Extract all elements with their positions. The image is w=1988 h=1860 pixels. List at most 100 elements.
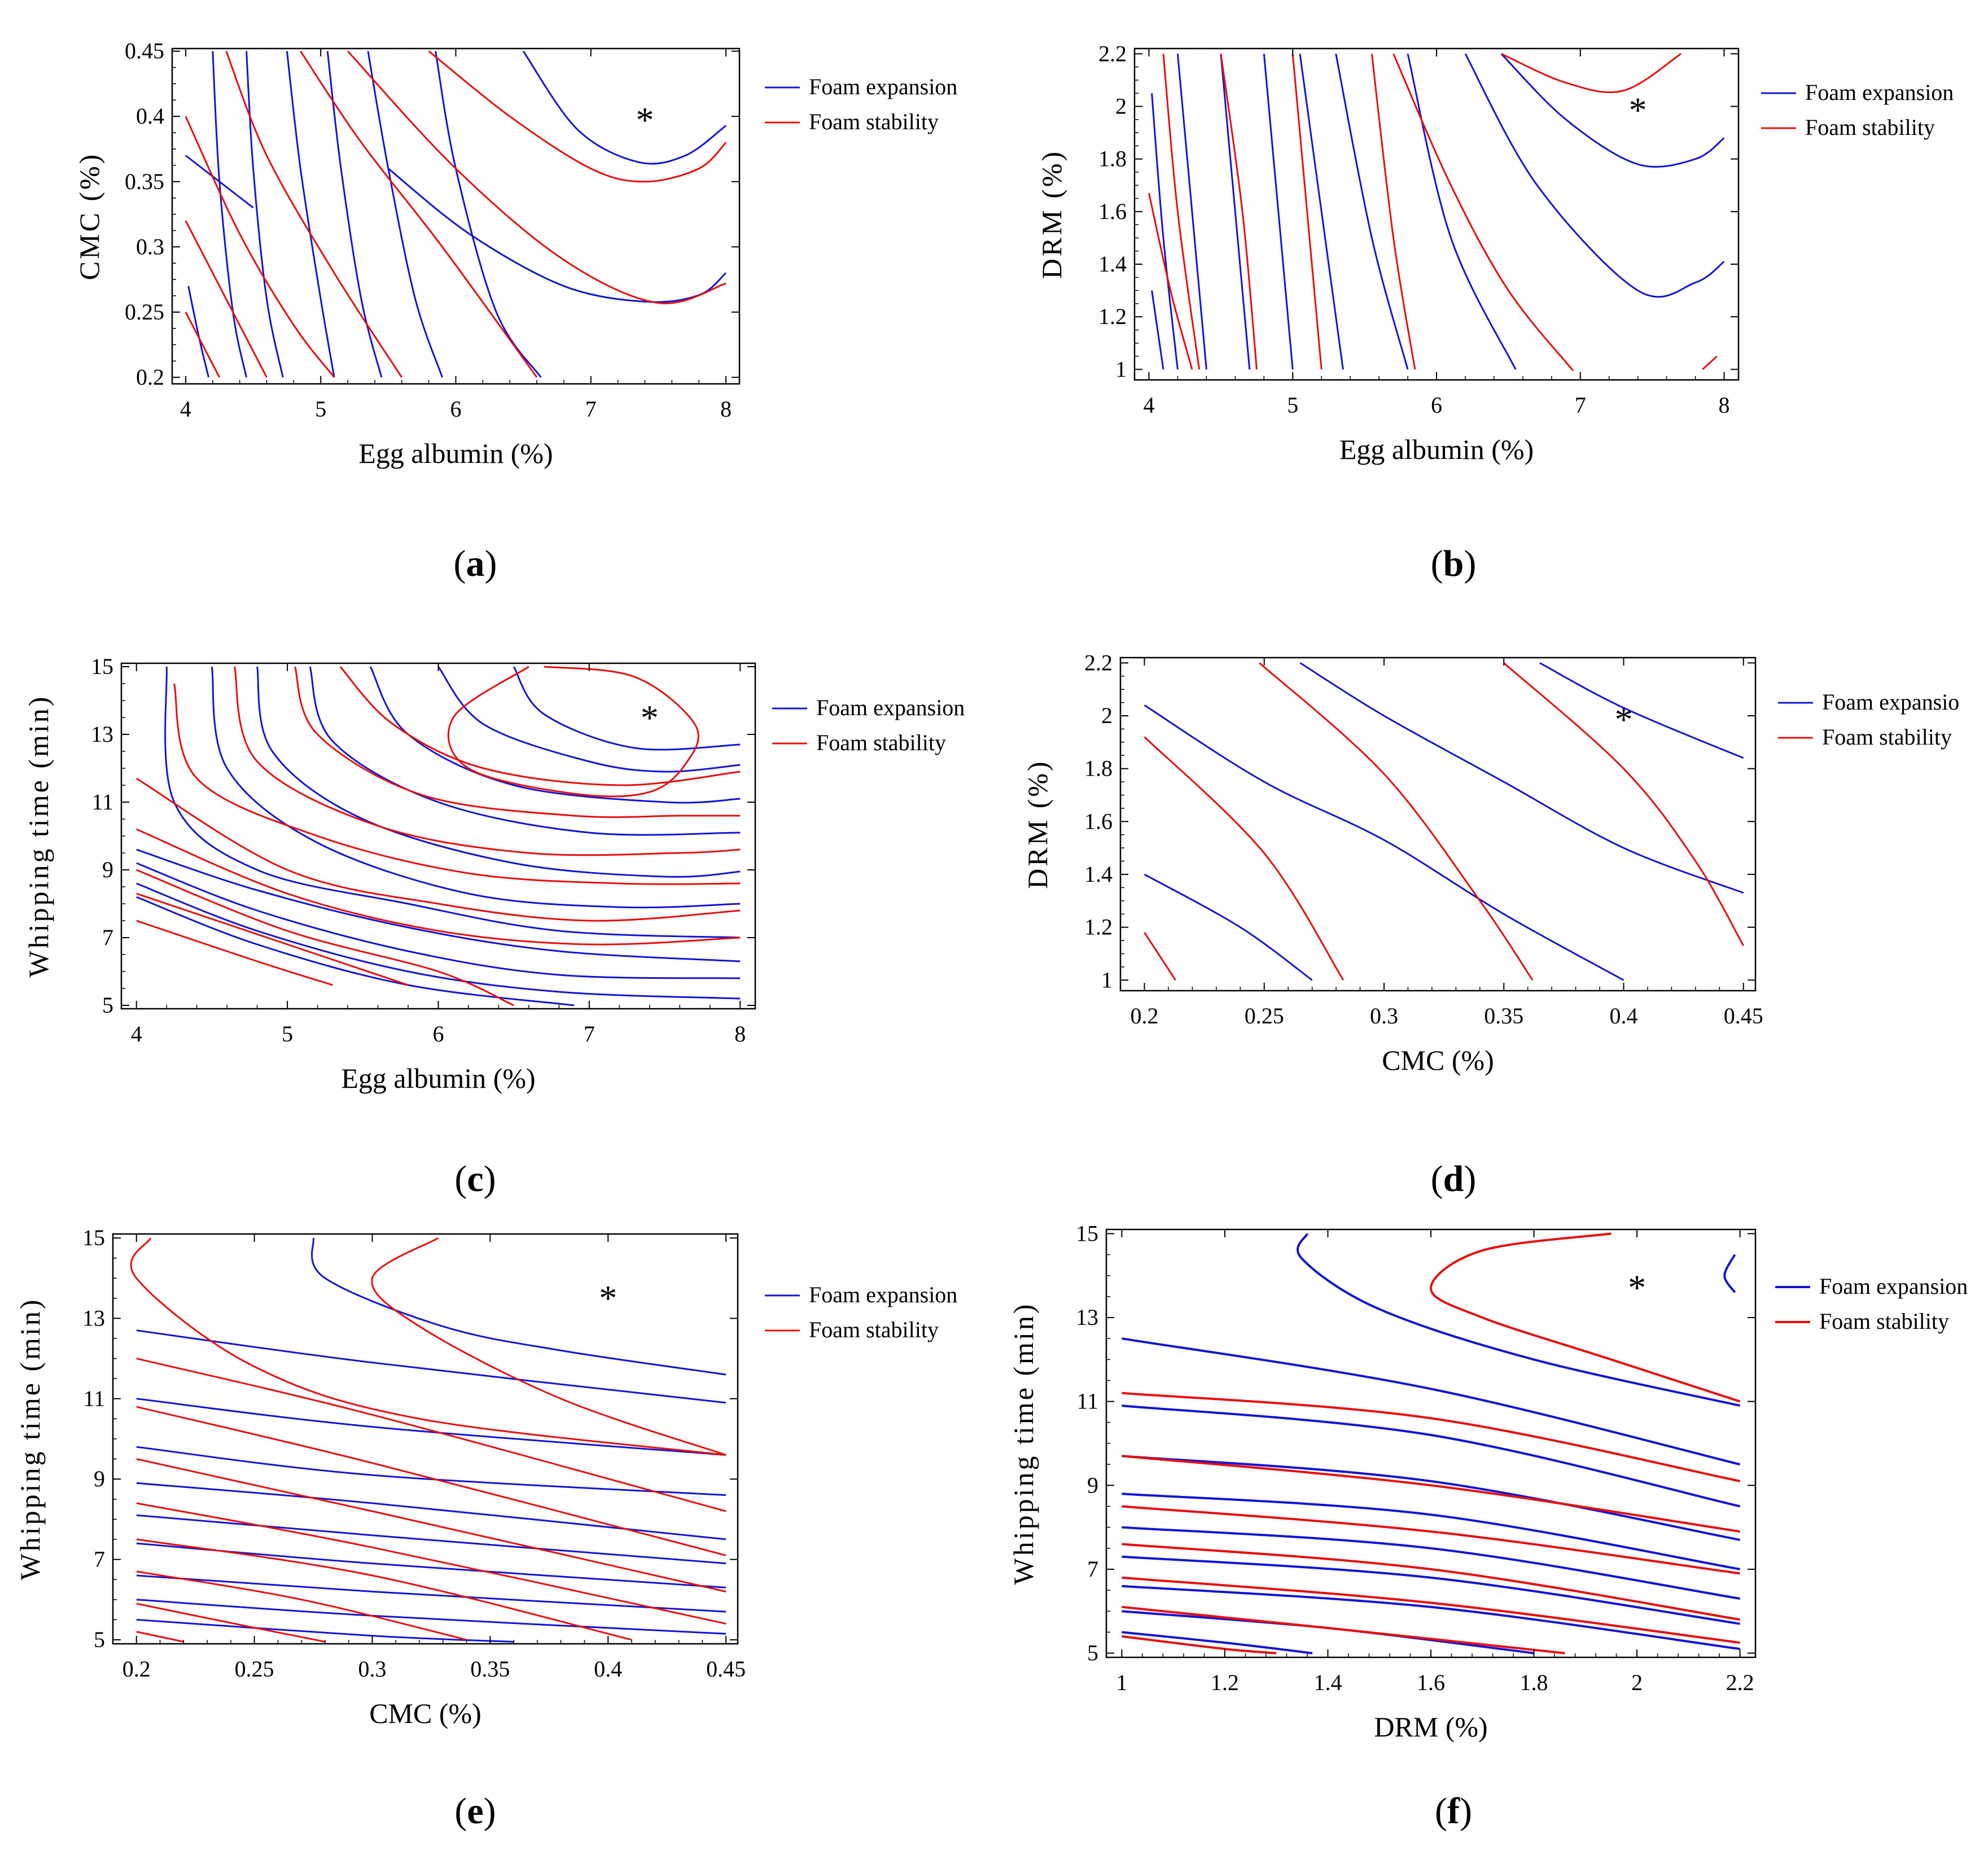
panel-d-y-tick-label: 2.2 bbox=[1084, 650, 1113, 675]
chart-panel-b: 4 5 6 7 8 1 1.2 1.4 1.6 1.8 2 2.2 Egg albumin (%) DRM… bbox=[1036, 41, 1954, 465]
panel-d-x-tick-label: 0.2 bbox=[1130, 1003, 1158, 1029]
panel-d-series-foam-stability bbox=[1144, 662, 1745, 981]
panel-f-contour-line bbox=[1122, 1610, 1534, 1655]
panel-d-y-tick-label: 1.4 bbox=[1084, 861, 1113, 887]
panel-f-y-axis-label: Whipping time (min) bbox=[1008, 1302, 1039, 1585]
panel-c-x-tick-label: 4 bbox=[131, 1021, 142, 1047]
panel-a-contour-line bbox=[347, 50, 726, 305]
panel-d-x-tick-label: 0.3 bbox=[1370, 1003, 1398, 1029]
panel-e-contour-line bbox=[136, 1603, 326, 1643]
panel-b-series-foam-expansion bbox=[1151, 53, 1725, 370]
panel-b-y-axis-label: DRM (%) bbox=[1036, 150, 1067, 279]
panel-c-contour-line bbox=[136, 848, 741, 962]
panel-a-x-tick-label: 4 bbox=[180, 396, 191, 422]
panel-c-legend: Foam expansion Foam stability bbox=[772, 695, 965, 755]
panel-label-c: (c) bbox=[454, 1158, 496, 1200]
panel-f-y-tick-label: 9 bbox=[1087, 1472, 1098, 1498]
panel-e-legend-entry: Foam stability bbox=[809, 1317, 939, 1342]
panel-c-optimum-marker: * bbox=[641, 698, 659, 738]
panel-b-contour-line bbox=[1291, 54, 1323, 370]
panel-e-legend-entry: Foam expansion bbox=[809, 1282, 957, 1307]
panel-f-y-tick-label: 15 bbox=[1076, 1220, 1098, 1246]
panel-b-contour-line bbox=[1263, 54, 1294, 370]
panel-f-x-tick-label: 1.6 bbox=[1417, 1670, 1445, 1695]
panel-f-contour-line bbox=[1122, 1631, 1313, 1655]
panel-e-contour-line bbox=[136, 1482, 726, 1540]
panel-a-series-foam-stability bbox=[185, 50, 727, 378]
panel-c-contour-line bbox=[136, 892, 409, 986]
chart-panel-e: 0.2 0.25 0.3 0.35 0.4 0.45 5 7 9 11 13 15 CMC (%) Whi… bbox=[14, 1225, 957, 1729]
panel-c-series-foam-expansion bbox=[136, 666, 741, 1006]
panel-label-e: (e) bbox=[454, 1791, 496, 1832]
panel-e-contour-line bbox=[136, 1542, 726, 1588]
chart-panel-d: 0.2 0.25 0.3 0.35 0.4 0.45 1 1.2 1.4 1.6 1.8 2 2.2 CM… bbox=[1022, 650, 1959, 1076]
panel-a-x-tick-label: 7 bbox=[585, 396, 597, 422]
panel-c-x-tick-label: 6 bbox=[433, 1021, 444, 1047]
panel-b-contour-line bbox=[1299, 54, 1344, 370]
panel-c-contour-line bbox=[256, 666, 741, 878]
panel-b-x-tick-label: 8 bbox=[1719, 392, 1730, 418]
panel-d-x-tick-label: 0.45 bbox=[1724, 1003, 1763, 1029]
panel-e-x-tick-label: 0.2 bbox=[122, 1656, 151, 1682]
panel-e-y-tick-label: 11 bbox=[83, 1386, 105, 1411]
panel-a-contour-line bbox=[326, 51, 383, 378]
panel-c-contour-line bbox=[309, 666, 741, 836]
panel-d-x-tick-label: 0.35 bbox=[1484, 1003, 1523, 1029]
panel-c-x-axis-label: Egg albumin (%) bbox=[341, 1062, 535, 1094]
panel-f-contour-line bbox=[1429, 1232, 1741, 1403]
panel-c-y-tick-label: 11 bbox=[91, 789, 113, 815]
panel-c-y-tick-label: 15 bbox=[91, 654, 113, 679]
panel-f-contour-line bbox=[1122, 1455, 1740, 1541]
panel-e-x-tick-label: 0.3 bbox=[358, 1656, 387, 1682]
panel-label-d: (d) bbox=[1431, 1158, 1477, 1200]
panel-f-series-foam-expansion bbox=[1122, 1233, 1741, 1655]
panel-a-contour-line bbox=[522, 50, 726, 165]
panel-d-y-tick-label: 2 bbox=[1101, 703, 1113, 728]
panel-b-y-tick-label: 1.4 bbox=[1098, 251, 1127, 277]
panel-e-y-axis-label: Whipping time (min) bbox=[14, 1298, 46, 1581]
panel-label-a: (a) bbox=[454, 543, 497, 584]
panel-f-contour-line bbox=[1122, 1576, 1740, 1644]
panel-a-x-axis-label: Egg albumin (%) bbox=[358, 437, 553, 469]
panel-f-contour-line bbox=[1122, 1605, 1565, 1655]
panel-e-contour-line bbox=[136, 1618, 514, 1643]
panel-e-x-tick-label: 0.25 bbox=[235, 1656, 274, 1682]
panel-d-frame bbox=[1119, 657, 1757, 992]
panel-b-x-axis-label: Egg albumin (%) bbox=[1339, 434, 1534, 465]
panel-e-contour-line bbox=[136, 1574, 726, 1613]
panel-f-contour-line bbox=[1297, 1233, 1741, 1407]
panel-e-contour-line bbox=[136, 1631, 184, 1643]
panel-b-contour-line bbox=[1370, 54, 1416, 370]
panel-b-contour-line bbox=[1220, 54, 1258, 370]
panel-e-contour-line bbox=[136, 1358, 726, 1512]
panel-e-x-tick-label: 0.35 bbox=[470, 1656, 510, 1682]
panel-f-x-tick-label: 2 bbox=[1631, 1670, 1643, 1695]
panel-b-legend-entry: Foam expansion bbox=[1805, 80, 1954, 105]
panel-e-optimum-marker: * bbox=[599, 1278, 617, 1318]
panel-a-x-tick-label: 8 bbox=[720, 396, 732, 422]
panel-c-y-axis-label: Whipping time (min) bbox=[23, 695, 54, 978]
panel-d-x-axis-label: CMC (%) bbox=[1382, 1044, 1494, 1076]
panel-a-contour-line bbox=[246, 51, 284, 378]
panel-e-contour-line bbox=[136, 1514, 726, 1565]
panel-f-contour-line bbox=[1122, 1493, 1740, 1570]
panel-c-contour-line bbox=[234, 666, 741, 856]
panel-b-contour-line bbox=[1500, 53, 1725, 168]
panel-c-contours bbox=[135, 666, 741, 1006]
panel-a-y-tick-label: 0.35 bbox=[125, 169, 164, 194]
panel-d-optimum-marker: * bbox=[1615, 699, 1633, 739]
panel-a-y-tick-label: 0.4 bbox=[136, 103, 164, 129]
panel-c-contour-line bbox=[135, 777, 741, 922]
panel-a-legend-entry: Foam stability bbox=[809, 109, 939, 134]
panel-e-contour-line bbox=[130, 1237, 726, 1456]
panel-c-contour-line bbox=[136, 920, 333, 986]
panel-f-x-tick-label: 2.2 bbox=[1726, 1670, 1754, 1695]
panel-a-contour-line bbox=[286, 51, 335, 378]
panel-c-series-foam-stability bbox=[135, 666, 741, 1006]
panel-f-series-foam-stability bbox=[1122, 1232, 1741, 1655]
panel-b-x-tick-label: 4 bbox=[1143, 392, 1154, 418]
panel-d-contour-line bbox=[1144, 873, 1313, 981]
